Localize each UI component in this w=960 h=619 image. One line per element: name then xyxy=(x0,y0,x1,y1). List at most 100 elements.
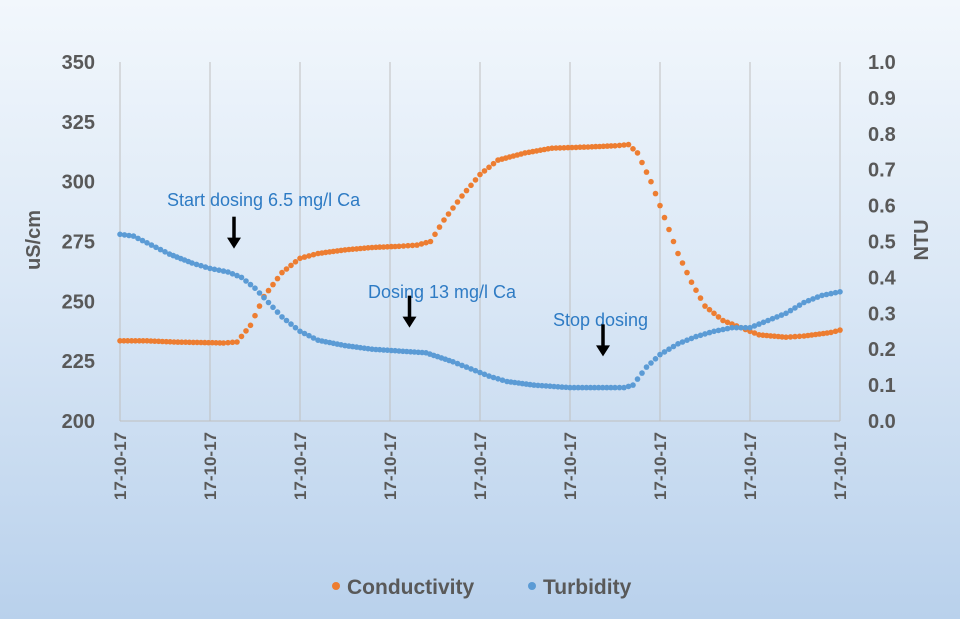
conductivity-point xyxy=(306,253,312,259)
turbidity-point xyxy=(697,332,704,339)
conductivity-point xyxy=(625,141,632,148)
turbidity-point xyxy=(495,376,501,382)
turbidity-point xyxy=(274,309,281,315)
y-left-axis-title: uS/cm xyxy=(23,210,45,270)
conductivity-point xyxy=(569,144,575,151)
conductivity-point xyxy=(720,317,726,324)
turbidity-point xyxy=(724,325,731,332)
conductivity-point xyxy=(297,255,303,262)
conductivity-point xyxy=(292,259,299,265)
legend-marker-turbidity xyxy=(528,582,536,590)
conductivity-point xyxy=(715,314,722,320)
turbidity-point xyxy=(702,331,708,337)
turbidity-point xyxy=(252,285,258,292)
turbidity-point xyxy=(563,384,569,391)
turbidity-point xyxy=(539,382,545,389)
turbidity-point xyxy=(216,267,222,274)
y-right-tick-label: 0.7 xyxy=(868,160,896,182)
conductivity-point xyxy=(178,339,185,346)
turbidity-point xyxy=(706,329,713,336)
conductivity-point xyxy=(679,260,686,266)
y-left-tick-label: 250 xyxy=(62,291,95,313)
arrow-down-icon xyxy=(227,237,241,249)
turbidity-point xyxy=(711,328,717,335)
conductivity-point xyxy=(828,329,834,336)
conductivity-point xyxy=(279,269,285,276)
conductivity-point xyxy=(400,243,407,249)
conductivity-point xyxy=(477,171,483,178)
turbidity-point xyxy=(220,268,227,274)
conductivity-point xyxy=(787,334,794,340)
turbidity-point xyxy=(535,382,541,389)
conductivity-point xyxy=(225,339,231,346)
conductivity-point xyxy=(783,334,789,341)
turbidity-point xyxy=(599,384,606,391)
turbidity-point xyxy=(760,319,767,326)
turbidity-point xyxy=(130,233,137,239)
turbidity-point xyxy=(652,356,659,362)
turbidity-point xyxy=(587,384,594,391)
annotation-start-dosing: Start dosing 6.5 mg/l Ca xyxy=(167,190,361,210)
conductivity-point xyxy=(270,281,276,288)
turbidity-point xyxy=(477,369,483,376)
turbidity-point xyxy=(193,261,200,268)
turbidity-point xyxy=(729,324,735,331)
turbidity-point xyxy=(288,321,294,327)
conductivity-point xyxy=(724,319,731,326)
turbidity-point xyxy=(769,315,776,322)
turbidity-point xyxy=(828,290,834,297)
turbidity-point xyxy=(751,323,758,329)
conductivity-point xyxy=(427,238,434,245)
turbidity-point xyxy=(832,289,839,296)
turbidity-point xyxy=(591,384,598,391)
conductivity-point xyxy=(247,322,254,329)
y-left-tick-label: 200 xyxy=(62,411,95,433)
legend-label-conductivity: Conductivity xyxy=(347,576,474,599)
turbidity-point xyxy=(567,384,573,391)
conductivity-point xyxy=(666,226,672,233)
turbidity-point xyxy=(126,232,132,239)
conductivity-point xyxy=(612,143,618,149)
conductivity-point xyxy=(186,339,193,346)
turbidity-point xyxy=(238,274,245,281)
conductivity-point xyxy=(117,338,123,344)
y-left-tick-label: 300 xyxy=(62,172,95,194)
turbidity-point xyxy=(490,374,497,381)
turbidity-point xyxy=(625,383,632,390)
turbidity-point xyxy=(608,384,614,391)
conductivity-point xyxy=(220,340,227,346)
conductivity-point xyxy=(621,142,627,148)
turbidity-point xyxy=(774,314,780,320)
conductivity-point xyxy=(832,328,839,335)
turbidity-point xyxy=(675,341,681,347)
turbidity-point xyxy=(819,292,825,299)
arrow-down-icon xyxy=(596,345,610,357)
turbidity-point xyxy=(814,294,821,300)
y-right-tick-label: 0.1 xyxy=(868,375,896,397)
grid-lines xyxy=(119,62,841,422)
turbidity-point xyxy=(742,324,749,331)
y-left-tick-label: 350 xyxy=(62,52,95,74)
turbidity-point xyxy=(551,383,557,390)
conductivity-point xyxy=(702,303,708,309)
turbidity-point xyxy=(211,266,218,273)
conductivity-point xyxy=(459,193,465,199)
turbidity-point xyxy=(648,360,654,366)
conductivity-point xyxy=(661,214,668,221)
turbidity-point xyxy=(684,337,690,344)
turbidity-point xyxy=(670,343,677,350)
x-axis-ticks: 17-10-17 17-10-17 17-10-17 17-10-17 17-10-17… xyxy=(111,432,850,500)
turbidity-point xyxy=(153,244,159,251)
conductivity-point xyxy=(553,145,559,151)
conductivity-point xyxy=(418,241,425,247)
conductivity-point xyxy=(634,150,641,156)
turbidity-point xyxy=(202,264,209,270)
turbidity-point xyxy=(657,351,663,358)
turbidity-point xyxy=(531,382,537,388)
turbidity-point xyxy=(450,359,456,365)
conductivity-point xyxy=(414,242,420,248)
turbidity-point xyxy=(792,305,798,311)
conductivity-point xyxy=(549,145,555,151)
conductivity-point xyxy=(171,339,177,345)
